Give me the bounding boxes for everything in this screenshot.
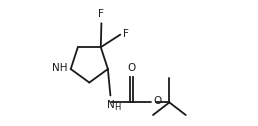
Text: H: H: [114, 103, 120, 112]
Text: F: F: [99, 9, 104, 19]
Text: N: N: [107, 100, 115, 109]
Text: O: O: [128, 63, 136, 73]
Text: F: F: [124, 29, 129, 39]
Text: O: O: [153, 96, 161, 106]
Text: NH: NH: [52, 62, 68, 73]
